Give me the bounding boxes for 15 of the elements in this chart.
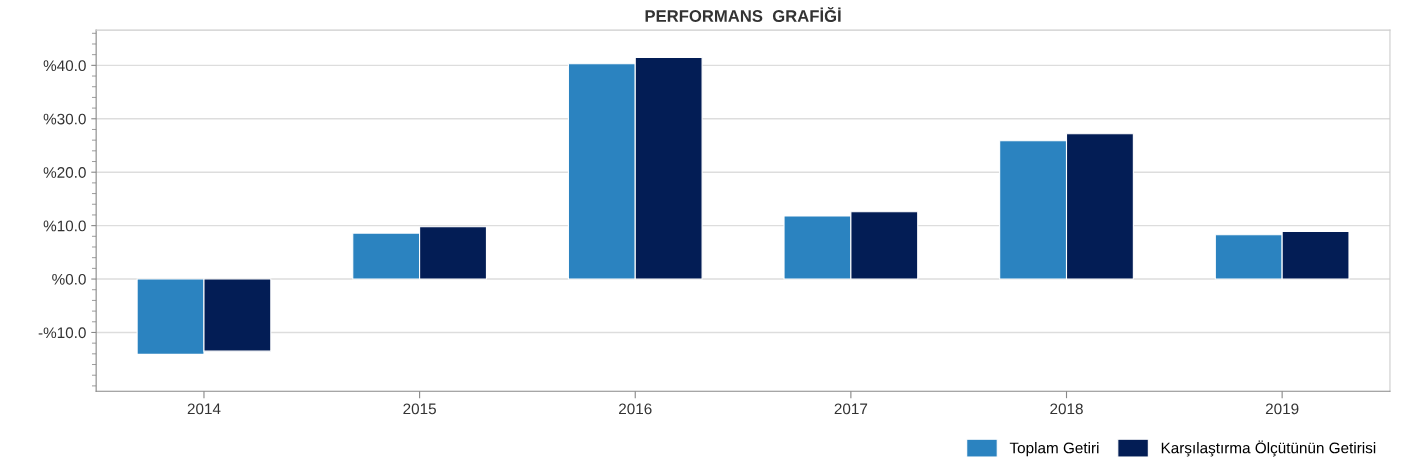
x-tick-label: 2014 <box>187 403 221 415</box>
y-tick-label: %10.0 <box>43 220 86 232</box>
chart-title: PERFORMANS GRAFİĞİ <box>645 7 841 22</box>
x-tick-label: 2018 <box>1050 403 1083 415</box>
x-tick-label: 2019 <box>1265 403 1299 415</box>
x-tick-label: 2016 <box>619 403 652 415</box>
legend-label: Karşılaştırma Ölçütünün Getirisi <box>1161 440 1376 457</box>
y-tick-label: -%10.0 <box>38 327 86 339</box>
y-tick-label: %0.0 <box>52 273 86 285</box>
y-tick-label: %20.0 <box>43 167 86 178</box>
y-tick-label: %30.0 <box>43 113 86 125</box>
x-tick-label: 2015 <box>403 403 436 415</box>
y-tick-label: %40.0 <box>43 60 86 72</box>
legend-label: Toplam Getiri <box>1009 442 1099 457</box>
x-tick-label: 2017 <box>834 403 868 415</box>
